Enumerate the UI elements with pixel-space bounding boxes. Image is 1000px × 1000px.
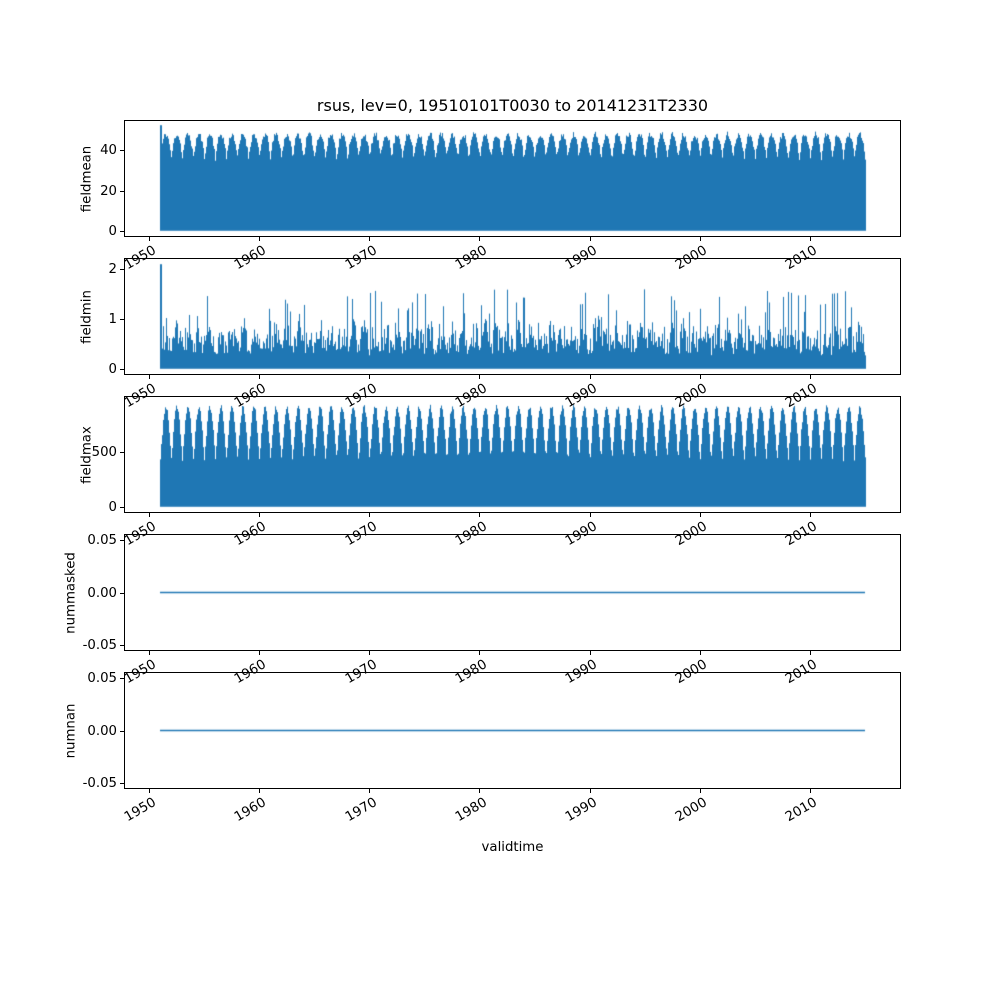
y-tick-label: -0.05 <box>82 775 117 791</box>
x-tick-mark <box>149 237 151 241</box>
y-tick-mark <box>120 318 124 320</box>
x-tick-label: 2010 <box>782 795 820 826</box>
axes-fieldmin <box>124 258 901 375</box>
axes-fieldmean <box>124 120 901 237</box>
x-tick-mark <box>259 237 261 241</box>
x-tick-mark <box>809 237 811 241</box>
series-canvas-numnan <box>125 673 900 788</box>
x-tick-mark <box>149 513 151 517</box>
y-tick-mark <box>120 782 124 784</box>
x-tick-mark <box>699 237 701 241</box>
x-tick-mark <box>699 375 701 379</box>
x-tick-mark <box>149 375 151 379</box>
x-tick-mark <box>149 651 151 655</box>
y-tick-mark <box>120 678 124 680</box>
series-canvas-fieldmax <box>125 397 900 512</box>
x-tick-label: 1950 <box>122 795 160 826</box>
y-tick-label: 0.05 <box>87 533 117 549</box>
axes-fieldmax <box>124 396 901 513</box>
x-tick-mark <box>809 513 811 517</box>
x-tick-mark <box>259 789 261 793</box>
y-tick-label: 0.05 <box>87 671 117 687</box>
x-tick-mark <box>369 237 371 241</box>
x-tick-mark <box>369 789 371 793</box>
x-tick-mark <box>369 651 371 655</box>
x-tick-mark <box>479 375 481 379</box>
y-tick-label: 0.00 <box>87 585 117 601</box>
x-tick-mark <box>589 513 591 517</box>
x-tick-mark <box>479 513 481 517</box>
series-canvas-fieldmin <box>125 259 900 374</box>
axes-nummasked <box>124 534 901 651</box>
figure-title: rsus, lev=0, 19510101T0030 to 20141231T2… <box>316 96 709 115</box>
x-tick-label: 1960 <box>232 795 270 826</box>
x-tick-label: 2000 <box>672 795 710 826</box>
axes-numnan <box>124 672 901 789</box>
y-tick-label: 20 <box>100 183 117 199</box>
y-tick-label: 2 <box>108 262 117 278</box>
x-tick-mark <box>149 789 151 793</box>
x-tick-label: 1980 <box>452 795 490 826</box>
y-tick-mark <box>120 644 124 646</box>
x-tick-mark <box>699 651 701 655</box>
y-tick-label: 0 <box>108 223 117 239</box>
y-axis-label-numnan: numnan <box>63 703 79 758</box>
y-tick-label: 500 <box>91 444 117 460</box>
x-tick-mark <box>369 513 371 517</box>
y-tick-mark <box>120 592 124 594</box>
y-tick-mark <box>120 230 124 232</box>
x-axis-label: validtime <box>481 840 544 855</box>
y-tick-label: 0.00 <box>87 723 117 739</box>
y-tick-mark <box>120 540 124 542</box>
x-tick-mark <box>699 513 701 517</box>
x-tick-label: 1990 <box>562 795 600 826</box>
y-tick-label: 1 <box>108 311 117 327</box>
y-axis-label-nummasked: nummasked <box>63 551 79 634</box>
y-axis-label-fieldmin: fieldmin <box>79 289 95 344</box>
x-tick-mark <box>699 789 701 793</box>
x-tick-mark <box>809 789 811 793</box>
y-tick-mark <box>120 190 124 192</box>
x-tick-mark <box>589 651 591 655</box>
y-tick-mark <box>120 269 124 271</box>
x-tick-mark <box>809 651 811 655</box>
y-tick-mark <box>120 730 124 732</box>
y-tick-label: 0 <box>108 361 117 377</box>
x-tick-mark <box>589 237 591 241</box>
series-canvas-fieldmean <box>125 121 900 236</box>
y-tick-label: 0 <box>108 499 117 515</box>
y-tick-mark <box>120 150 124 152</box>
series-canvas-nummasked <box>125 535 900 650</box>
x-tick-mark <box>259 513 261 517</box>
x-tick-mark <box>589 789 591 793</box>
x-tick-mark <box>479 789 481 793</box>
x-tick-mark <box>259 651 261 655</box>
x-tick-mark <box>479 651 481 655</box>
x-tick-mark <box>369 375 371 379</box>
y-tick-mark <box>120 368 124 370</box>
y-axis-label-fieldmean: fieldmean <box>79 145 95 212</box>
x-tick-label: 1970 <box>342 795 380 826</box>
y-tick-label: -0.05 <box>82 637 117 653</box>
y-tick-mark <box>120 451 124 453</box>
x-tick-mark <box>479 237 481 241</box>
y-tick-mark <box>120 506 124 508</box>
x-tick-mark <box>589 375 591 379</box>
x-tick-mark <box>809 375 811 379</box>
y-tick-label: 40 <box>100 143 117 159</box>
x-tick-mark <box>259 375 261 379</box>
